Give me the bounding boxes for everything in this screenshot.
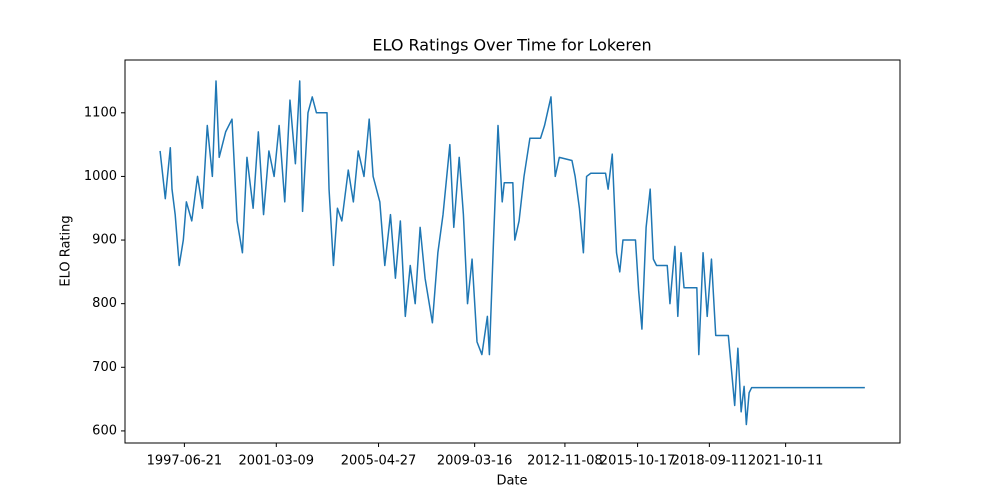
y-tick-label: 600 bbox=[92, 423, 117, 438]
x-tick-label: 2018-09-11 bbox=[672, 454, 748, 469]
chart-title: ELO Ratings Over Time for Lokeren bbox=[372, 36, 651, 55]
data-line bbox=[159, 80, 865, 426]
x-tick-label: 1997-06-21 bbox=[147, 454, 223, 469]
y-axis-label: ELO Rating bbox=[59, 215, 74, 286]
x-tick-label: 2015-10-17 bbox=[600, 454, 676, 469]
y-tick-label: 800 bbox=[92, 296, 117, 311]
x-axis-label: Date bbox=[496, 474, 527, 489]
x-tick-label: 2012-11-08 bbox=[527, 454, 603, 469]
y-tick-label: 1000 bbox=[84, 169, 117, 184]
y-tick-label: 700 bbox=[92, 360, 117, 375]
plot-frame bbox=[124, 59, 901, 444]
y-tick-label: 1100 bbox=[84, 105, 117, 120]
x-tick-label: 2021-10-11 bbox=[748, 454, 824, 469]
x-tick-label: 2009-03-16 bbox=[437, 454, 513, 469]
y-tick-label: 900 bbox=[92, 233, 117, 248]
x-tick-label: 2001-03-09 bbox=[239, 454, 315, 469]
x-tick-label: 2005-04-27 bbox=[341, 454, 417, 469]
